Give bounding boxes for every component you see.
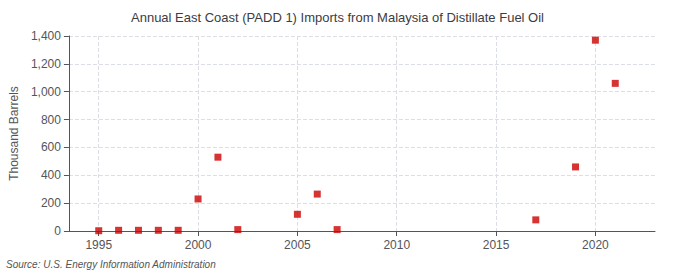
svg-text:800: 800 — [41, 113, 61, 127]
svg-text:600: 600 — [41, 140, 61, 154]
svg-text:0: 0 — [54, 224, 61, 238]
svg-text:1,400: 1,400 — [31, 29, 61, 43]
svg-text:1,000: 1,000 — [31, 85, 61, 99]
svg-text:1995: 1995 — [85, 238, 112, 252]
svg-text:2010: 2010 — [383, 238, 410, 252]
svg-text:2015: 2015 — [483, 238, 510, 252]
svg-text:Thousand Barrels: Thousand Barrels — [7, 86, 21, 181]
svg-text:400: 400 — [41, 168, 61, 182]
svg-text:1,200: 1,200 — [31, 57, 61, 71]
svg-text:2005: 2005 — [284, 238, 311, 252]
svg-text:Source: U.S. Energy Informatio: Source: U.S. Energy Information Administ… — [6, 259, 216, 270]
svg-text:200: 200 — [41, 196, 61, 210]
svg-text:Annual East Coast (PADD 1) Imp: Annual East Coast (PADD 1) Imports from … — [131, 10, 544, 25]
svg-text:2000: 2000 — [185, 238, 212, 252]
svg-text:2020: 2020 — [582, 238, 609, 252]
